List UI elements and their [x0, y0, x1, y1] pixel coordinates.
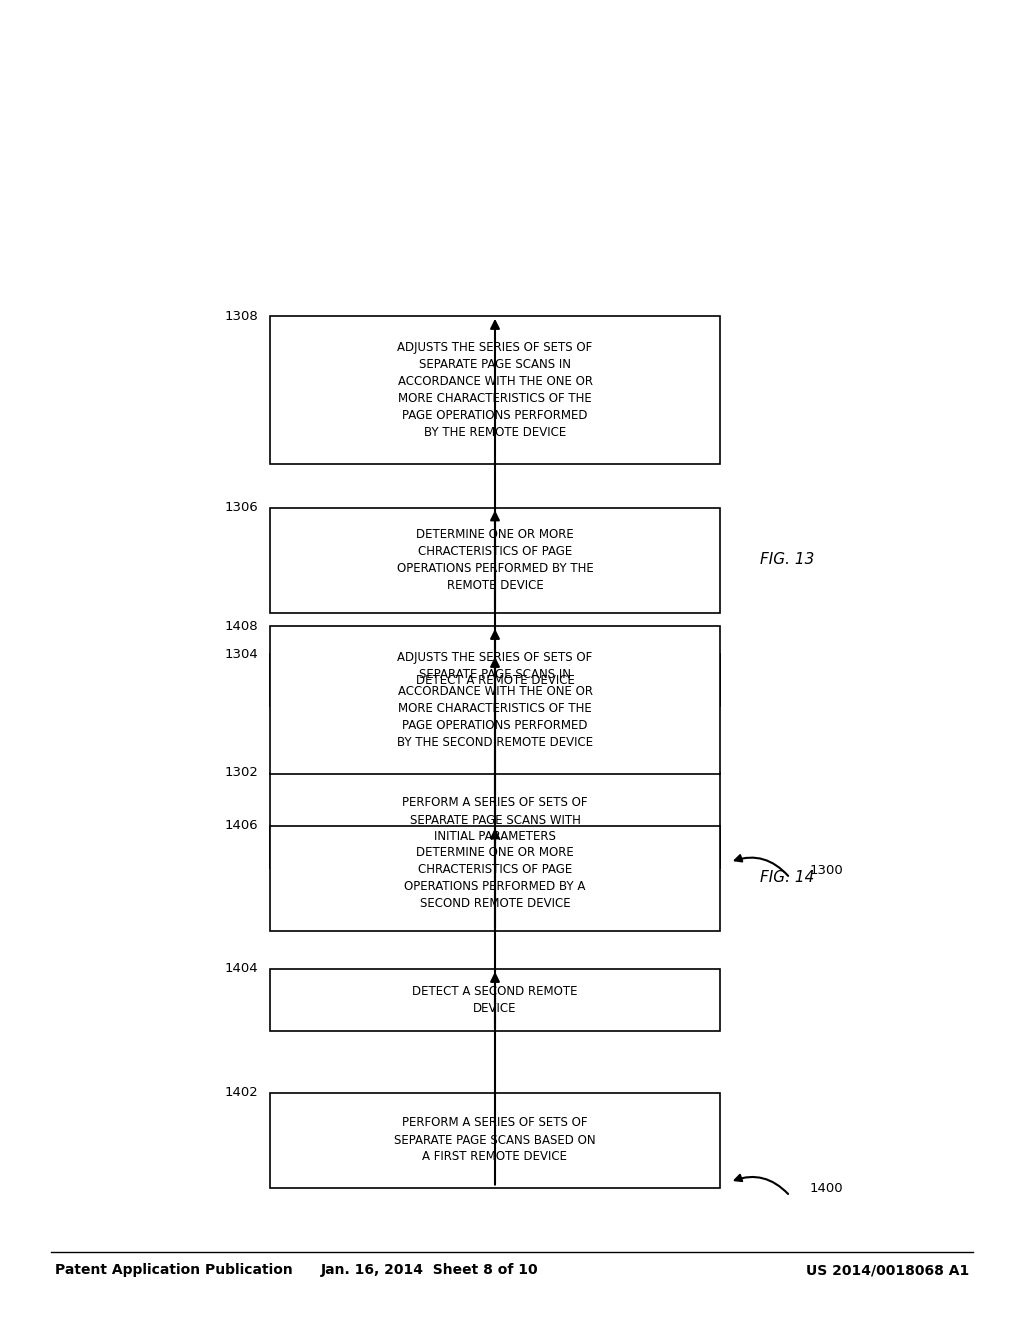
Text: Jan. 16, 2014  Sheet 8 of 10: Jan. 16, 2014 Sheet 8 of 10: [322, 1263, 539, 1276]
Text: ADJUSTS THE SERIES OF SETS OF
SEPARATE PAGE SCANS IN
ACCORDANCE WITH THE ONE OR
: ADJUSTS THE SERIES OF SETS OF SEPARATE P…: [397, 651, 593, 748]
Text: DETERMINE ONE OR MORE
CHRACTERISTICS OF PAGE
OPERATIONS PERFORMED BY A
SECOND RE: DETERMINE ONE OR MORE CHRACTERISTICS OF …: [404, 846, 586, 909]
Text: 1304: 1304: [224, 648, 258, 660]
Bar: [270, 969, 720, 1031]
Text: 1404: 1404: [224, 962, 258, 975]
Text: DETERMINE ONE OR MORE
CHRACTERISTICS OF PAGE
OPERATIONS PERFORMED BY THE
REMOTE : DETERMINE ONE OR MORE CHRACTERISTICS OF …: [396, 528, 593, 591]
Text: US 2014/0018068 A1: US 2014/0018068 A1: [806, 1263, 969, 1276]
Text: 1408: 1408: [224, 619, 258, 632]
Bar: [270, 653, 720, 706]
Text: FIG. 14: FIG. 14: [760, 870, 814, 886]
Bar: [270, 772, 720, 867]
Bar: [270, 825, 720, 931]
Text: PERFORM A SERIES OF SETS OF
SEPARATE PAGE SCANS BASED ON
A FIRST REMOTE DEVICE: PERFORM A SERIES OF SETS OF SEPARATE PAG…: [394, 1117, 596, 1163]
Bar: [270, 1093, 720, 1188]
Text: FIG. 13: FIG. 13: [760, 553, 814, 568]
Text: ADJUSTS THE SERIES OF SETS OF
SEPARATE PAGE SCANS IN
ACCORDANCE WITH THE ONE OR
: ADJUSTS THE SERIES OF SETS OF SEPARATE P…: [397, 341, 593, 440]
Text: DETECT A SECOND REMOTE
DEVICE: DETECT A SECOND REMOTE DEVICE: [413, 985, 578, 1015]
Text: 1402: 1402: [224, 1086, 258, 1100]
Bar: [270, 315, 720, 465]
Text: 1300: 1300: [810, 863, 844, 876]
Text: PERFORM A SERIES OF SETS OF
SEPARATE PAGE SCANS WITH
INITIAL PARAMETERS: PERFORM A SERIES OF SETS OF SEPARATE PAG…: [402, 796, 588, 843]
Bar: [270, 626, 720, 774]
Bar: [270, 507, 720, 612]
Text: DETECT A REMOTE DEVICE: DETECT A REMOTE DEVICE: [416, 673, 574, 686]
Text: 1306: 1306: [224, 502, 258, 513]
Text: 1308: 1308: [224, 309, 258, 322]
Text: Patent Application Publication: Patent Application Publication: [55, 1263, 293, 1276]
Text: 1302: 1302: [224, 766, 258, 779]
Text: 1400: 1400: [810, 1181, 844, 1195]
Text: 1406: 1406: [224, 818, 258, 832]
